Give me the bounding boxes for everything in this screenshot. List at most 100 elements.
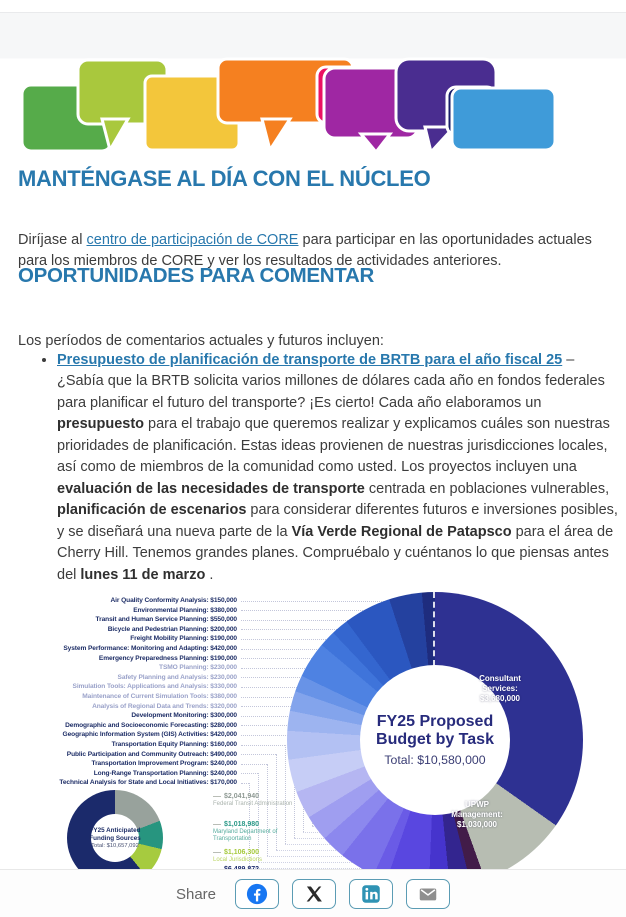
funding-label-row: $1,018,980 Maryland Department of Transpo… bbox=[213, 821, 295, 843]
connector-line bbox=[241, 648, 375, 650]
funding-donut-total: Total: $10,657,092 bbox=[91, 842, 139, 849]
budget-donut-chart: FY25 Proposed Budget by Task Total: $10,… bbox=[287, 592, 583, 869]
share-x-button[interactable] bbox=[292, 879, 337, 909]
connector-line bbox=[241, 686, 339, 688]
share-email-button[interactable] bbox=[406, 879, 451, 909]
funding-donut-center: FY25 Anticipated Funding Sources Total: … bbox=[89, 814, 141, 862]
bold-text: presupuesto bbox=[57, 416, 145, 433]
task-label-row: Simulation Tools: Applications and Analy… bbox=[72, 683, 238, 691]
donut-title: FY25 Proposed Budget by Task bbox=[376, 712, 494, 748]
connector-line bbox=[241, 667, 357, 669]
connector-line bbox=[241, 677, 348, 679]
connector-line bbox=[249, 868, 372, 869]
connector-line bbox=[241, 619, 402, 621]
connector-line bbox=[241, 773, 258, 775]
text-run: para el trabajo que queremos realizar y … bbox=[57, 416, 610, 476]
task-label-row: Environmental Planning: $380,000 bbox=[133, 606, 237, 614]
task-label-row: Technical Analysis for State and Local I… bbox=[59, 779, 237, 787]
connector-line bbox=[258, 862, 372, 863]
task-label-row: Transit and Human Service Planning: $550… bbox=[95, 616, 238, 624]
connector-line bbox=[241, 744, 285, 746]
connector-line bbox=[241, 638, 384, 640]
funding-value: $1,018,980 bbox=[213, 821, 295, 828]
task-label-row: Freight Mobility Planning: $190,000 bbox=[130, 635, 237, 643]
connector-line bbox=[241, 600, 420, 602]
linkedin-icon bbox=[362, 885, 380, 903]
share-label: Share bbox=[175, 885, 217, 903]
connector-line bbox=[241, 754, 276, 756]
connector-line bbox=[276, 754, 277, 850]
comment-periods-intro: Los períodos de comentarios actuales y f… bbox=[18, 332, 384, 349]
text-run: . bbox=[205, 566, 214, 583]
connector-line bbox=[285, 844, 372, 845]
task-label-row: Emergency Preparedness Planning: $190,00… bbox=[98, 654, 237, 662]
funding-source-name: Local Jurisdictions bbox=[213, 857, 263, 863]
section-title-opportunities: OPORTUNIDADES PARA COMENTAR bbox=[18, 264, 374, 287]
donut-seam-line bbox=[433, 592, 435, 666]
text-run: – ¿Sabía que la BRTB solicita varios mil… bbox=[57, 352, 605, 411]
speech-bubbles-illustration bbox=[20, 57, 555, 155]
donut-total: Total: $10,580,000 bbox=[384, 753, 486, 768]
page-title: MANTÉNGASE AL DÍA CON EL NÚCLEO bbox=[18, 166, 431, 191]
task-label-row: Safety Planning and Analysis: $230,000 bbox=[117, 673, 238, 681]
funding-label-row: $6,489,872 bbox=[213, 866, 295, 869]
task-label-row: Air Quality Conformity Analysis: $150,00… bbox=[110, 597, 238, 604]
connector-line bbox=[241, 725, 303, 727]
funding-value: $6,489,872 bbox=[213, 866, 295, 869]
budget-chart-figure: FY25 Proposed Budget by Task Total: $10,… bbox=[0, 588, 626, 869]
text-run: para el área de Cherry Hill. Tenemos gra… bbox=[57, 523, 614, 583]
facebook-icon bbox=[246, 883, 268, 905]
task-label-row: System Performance: Monitoring and Adapt… bbox=[63, 645, 237, 652]
top-bar bbox=[0, 12, 626, 59]
budget-donut-center: FY25 Proposed Budget by Task Total: $10,… bbox=[360, 665, 510, 815]
task-label-row: Public Participation and Community Outre… bbox=[66, 750, 237, 758]
x-icon bbox=[306, 886, 322, 902]
text-run: para considerar diferentes futuros e inv… bbox=[57, 502, 618, 540]
bold-text: Vía Verde Regional de Patapsco bbox=[291, 523, 512, 540]
funding-label-row: $1,106,300 Local Jurisdictions bbox=[213, 849, 295, 864]
email-icon bbox=[419, 888, 437, 901]
bold-text: evaluación de las necesidades de transpo… bbox=[57, 480, 365, 497]
connector-line bbox=[241, 715, 312, 717]
bold-text: lunes 11 de marzo bbox=[80, 566, 206, 583]
text-run: para participar en las oportunidades act… bbox=[18, 231, 592, 270]
connector-line bbox=[276, 850, 372, 851]
speech-bubble bbox=[450, 86, 555, 152]
funding-value: $2,041,940 bbox=[213, 793, 295, 800]
share-bar: Share bbox=[0, 869, 626, 917]
share-facebook-button[interactable] bbox=[235, 879, 280, 909]
task-label-row: Long-Range Transportation Planning: $240… bbox=[93, 769, 237, 777]
text-run: centrada en poblaciones vulnerables, bbox=[364, 480, 610, 497]
funding-value: $1,106,300 bbox=[213, 849, 295, 856]
share-linkedin-button[interactable] bbox=[349, 879, 394, 909]
connector-line bbox=[258, 773, 259, 862]
connector-line bbox=[241, 782, 249, 784]
funding-donut-title: FY25 Anticipated Funding Sources bbox=[89, 827, 141, 842]
funding-source-name: Maryland Department of Transportation bbox=[213, 829, 278, 843]
text-run: Diríjase al bbox=[18, 231, 87, 248]
task-label-row: Bicycle and Pedestrian Planning: $200,00… bbox=[107, 625, 237, 633]
connector-line bbox=[241, 658, 366, 660]
funding-donut-chart: FY25 Anticipated Funding Sources Total: … bbox=[67, 790, 163, 869]
core-participation-hub-link[interactable]: centro de participación de CORE bbox=[86, 231, 299, 248]
task-label-row: Analysis of Regional Data and Trends: $3… bbox=[92, 702, 237, 710]
task-label-row: Transportation Equity Planning: $160,000 bbox=[111, 741, 237, 748]
connector-line bbox=[241, 629, 393, 631]
connector-line bbox=[241, 734, 294, 736]
task-label-row: Transportation Improvement Program: $240… bbox=[91, 760, 238, 768]
slice-label-upwp-management: UPWP Management: $1,030,000 bbox=[451, 800, 503, 829]
connector-line bbox=[267, 763, 268, 856]
slice-label-consultant-services: Consultant Services: $3,680,000 bbox=[479, 674, 521, 703]
task-label-row: Demographic and Socioeconomic Forecastin… bbox=[65, 721, 237, 729]
comment-periods-list: Presupuesto de planificación de transpor… bbox=[38, 350, 623, 586]
connector-line bbox=[241, 610, 411, 612]
intro-paragraph: Diríjase al centro de participación de C… bbox=[18, 230, 610, 274]
task-label-row: Development Monitoring: $300,000 bbox=[131, 712, 237, 720]
connector-line bbox=[241, 763, 267, 765]
task-label-row: TSMO Planning: $230,000 bbox=[159, 664, 237, 672]
fy25-budget-link[interactable]: Presupuesto de planificación de transpor… bbox=[57, 352, 563, 368]
connector-line bbox=[241, 706, 321, 708]
bold-text: planificación de escenarios bbox=[57, 502, 247, 519]
connector-line bbox=[241, 696, 330, 698]
